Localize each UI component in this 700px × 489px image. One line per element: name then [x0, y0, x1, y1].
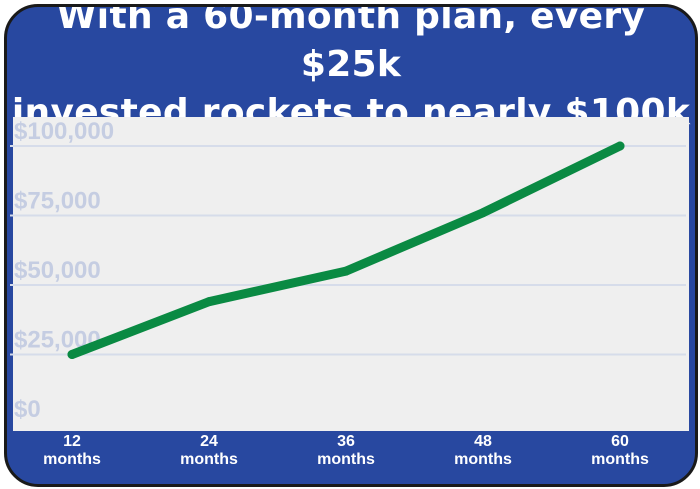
x-tick-label-1: 24 — [200, 433, 218, 450]
y-tick-label-4: $100,000 — [14, 118, 114, 145]
x-tick-label-2: 36 — [337, 433, 355, 450]
x-tick-label-0: 12 — [63, 433, 81, 450]
x-tick-unit-1: months — [180, 451, 238, 468]
data-point-2 — [341, 266, 351, 276]
data-point-1 — [204, 297, 214, 307]
y-tick-label-0: $0 — [14, 396, 41, 423]
x-tick-unit-0: months — [43, 451, 101, 468]
chart-card: With a 60-month plan, every $25k investe… — [4, 4, 698, 487]
data-point-0 — [67, 350, 77, 359]
title-line-1: With a 60-month plan, every $25k — [56, 4, 646, 85]
x-tick-label-4: 60 — [611, 433, 629, 450]
y-tick-label-2: $50,000 — [14, 257, 101, 284]
x-tick-unit-4: months — [591, 451, 649, 468]
x-tick-unit-2: months — [317, 451, 375, 468]
data-point-4 — [615, 141, 625, 151]
data-point-3 — [478, 208, 488, 218]
x-tick-label-3: 48 — [474, 433, 492, 450]
y-tick-label-3: $75,000 — [14, 188, 101, 215]
series-line-0 — [67, 141, 625, 359]
x-tick-unit-3: months — [454, 451, 512, 468]
